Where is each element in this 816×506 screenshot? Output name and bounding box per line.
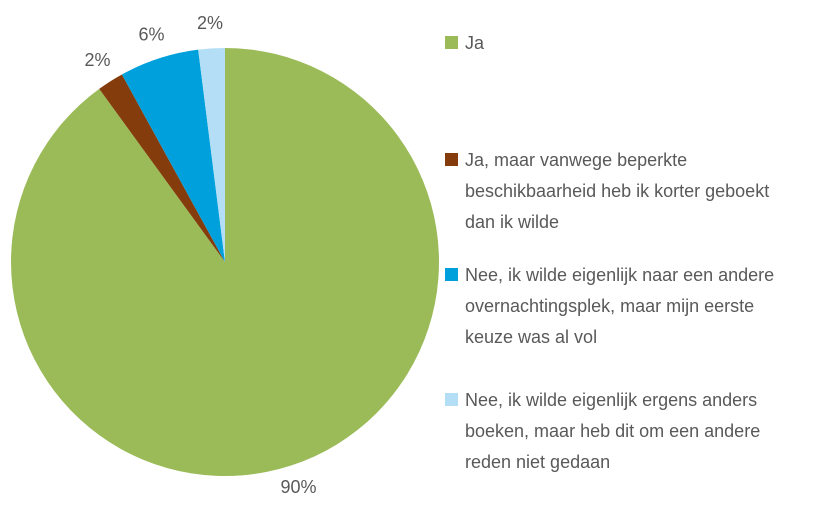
legend-label: Nee, ik wilde eigenlijk naar een andere …	[465, 265, 775, 347]
legend-label: Nee, ik wilde eigenlijk ergens anders bo…	[465, 390, 761, 472]
legend-item: Nee, ik wilde eigenlijk ergens anders bo…	[445, 385, 795, 478]
legend-item: Ja	[445, 28, 795, 59]
data-label: 90%	[281, 477, 317, 497]
data-label: 6%	[138, 24, 164, 44]
pie-slice	[99, 74, 225, 262]
legend-swatch	[445, 393, 458, 406]
legend-swatch	[445, 268, 458, 281]
legend-swatch	[445, 153, 458, 166]
legend-label: Ja, maar vanwege beperkte beschikbaarhei…	[465, 150, 770, 232]
legend-item: Nee, ik wilde eigenlijk naar een andere …	[445, 260, 795, 353]
legend-swatch	[445, 36, 458, 49]
legend-label: Ja	[465, 33, 485, 53]
data-label: 2%	[84, 50, 110, 70]
pie-slice	[198, 48, 225, 262]
legend-item: Ja, maar vanwege beperkte beschikbaarhei…	[445, 145, 795, 238]
pie-slice	[121, 49, 225, 262]
data-label: 2%	[197, 13, 223, 33]
